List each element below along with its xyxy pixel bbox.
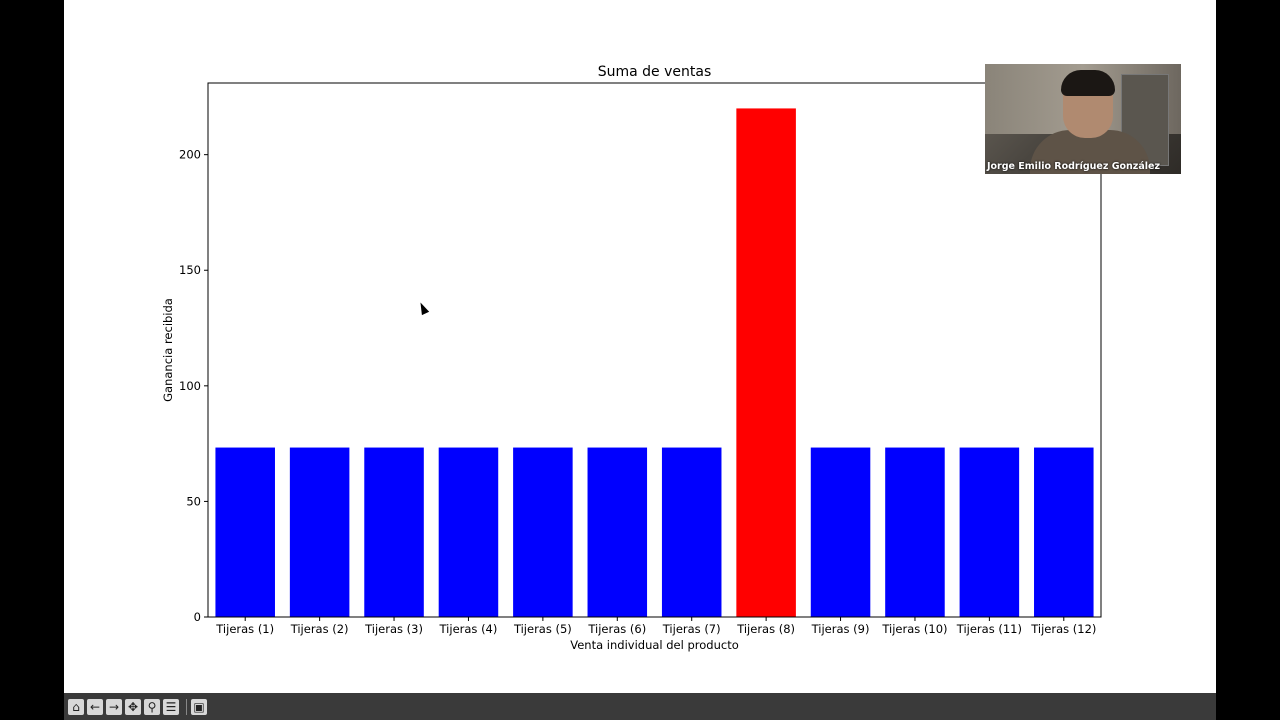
x-tick-label: Tijeras (7) (662, 622, 721, 636)
bar (885, 447, 945, 617)
x-tick-label: Tijeras (8) (736, 622, 795, 636)
x-tick-label: Tijeras (5) (513, 622, 572, 636)
back-arrow-icon[interactable]: ← (87, 698, 103, 715)
bar (810, 447, 871, 617)
bar (587, 447, 648, 617)
home-icon[interactable]: ⌂ (68, 698, 84, 715)
bar (959, 447, 1020, 617)
bar (215, 447, 275, 617)
chart-title: Suma de ventas (598, 64, 712, 80)
x-tick-label: Tijeras (1) (215, 622, 274, 636)
bar (736, 108, 796, 617)
x-axis-label: Venta individual del producto (570, 638, 739, 652)
y-tick-label: 50 (186, 494, 201, 508)
participant-hair (1061, 70, 1115, 96)
pan-icon[interactable]: ✥ (125, 698, 141, 715)
x-tick-label: Tijeras (10) (881, 622, 947, 636)
zoom-icon[interactable]: ⚲ (144, 698, 160, 715)
bar (661, 447, 722, 617)
bar (438, 447, 499, 617)
bar (364, 447, 424, 617)
participant-video[interactable]: Jorge Emilio Rodríguez González (985, 64, 1181, 174)
configure-subplots-icon[interactable]: ☰ (163, 698, 179, 715)
x-tick-label: Tijeras (2) (290, 622, 349, 636)
plot-toolbar: ⌂ ← → ✥ ⚲ ☰ ▣ (64, 693, 1216, 720)
y-tick-label: 100 (179, 379, 201, 393)
y-axis-label: Ganancia recibida (161, 298, 175, 402)
y-tick-label: 150 (179, 263, 201, 277)
participant-name: Jorge Emilio Rodríguez González (987, 161, 1160, 172)
x-tick-label: Tijeras (9) (811, 622, 870, 636)
bar (1034, 447, 1094, 617)
bar (289, 447, 350, 617)
toolbar-separator (186, 698, 187, 715)
x-tick-label: Tijeras (3) (364, 622, 423, 636)
x-tick-label: Tijeras (6) (587, 622, 646, 636)
axes-frame (207, 82, 1102, 618)
bar-chart: Suma de ventas Tijeras (1) Tijeras (2) Tije… (161, 64, 1102, 652)
x-tick-label: Tijeras (11) (956, 622, 1022, 636)
x-tick-label: Tijeras (12) (1030, 622, 1096, 636)
y-tick-label: 200 (179, 148, 201, 162)
bar (513, 447, 573, 617)
x-tick-label: Tijeras (4) (439, 622, 498, 636)
save-icon[interactable]: ▣ (191, 698, 207, 715)
forward-arrow-icon[interactable]: → (106, 698, 122, 715)
y-tick-label: 0 (194, 610, 201, 624)
